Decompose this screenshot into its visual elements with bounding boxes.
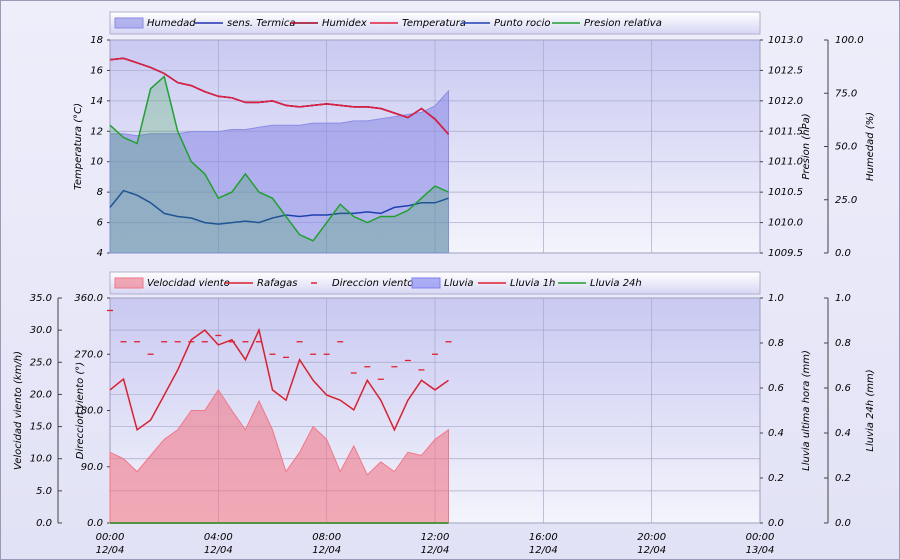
y-tick-label: 50.0 xyxy=(835,142,857,153)
y-tick-label: 0.0 xyxy=(835,248,851,259)
legend-label: Temperatura xyxy=(402,18,466,29)
legend-label: Humedad xyxy=(147,18,196,29)
legend-label: Velocidad viento xyxy=(147,278,230,289)
y-tick-label: 10 xyxy=(90,157,103,168)
x-tick-label: 00:00 xyxy=(746,532,775,543)
axis-title: Presion (hPa) xyxy=(801,113,812,179)
y-tick-label: 30.0 xyxy=(30,325,52,336)
axis-title: Velocidad viento (km/h) xyxy=(13,351,24,470)
axis-title: Lluvia 24h (mm) xyxy=(865,369,876,451)
y-tick-label: 100.0 xyxy=(835,35,864,46)
x-tick-label: 16:00 xyxy=(529,532,558,543)
line xyxy=(109,57,450,135)
legend-label: Direccion viento xyxy=(332,278,413,289)
area xyxy=(109,388,449,524)
y-tick-label: 0.8 xyxy=(835,338,851,349)
y-tick-label: 1012.0 xyxy=(768,96,803,107)
x-tick-date: 12/04 xyxy=(312,545,341,556)
legend-swatch xyxy=(114,17,144,29)
axis-title: Lluvia ultima hora (mm) xyxy=(801,350,812,471)
x-tick-date: 12/04 xyxy=(637,545,666,556)
y-tick-label: 5.0 xyxy=(36,486,52,497)
legend-label: Lluvia xyxy=(444,278,474,289)
y-tick-label: 18 xyxy=(90,35,103,46)
legend-swatch xyxy=(411,277,441,289)
y-tick-label: 0.8 xyxy=(768,338,784,349)
y-tick-label: 0.2 xyxy=(768,473,784,484)
y-tick-label: 10.0 xyxy=(30,454,52,465)
area-fill xyxy=(110,76,449,253)
y-tick-label: 0.0 xyxy=(36,518,52,529)
legend-swatch xyxy=(114,277,144,289)
y-tick-label: 8 xyxy=(97,187,103,198)
y-tick-label: 0.0 xyxy=(768,518,784,529)
y-tick-label: 25.0 xyxy=(30,357,52,368)
y-tick-label: 1011.5 xyxy=(768,126,803,137)
axis-title: Direccion viento (°) xyxy=(75,362,86,459)
legend-label: Punto rocio xyxy=(494,18,551,29)
y-tick-label: 25.0 xyxy=(835,195,857,206)
axis-title: Humedad (%) xyxy=(865,112,876,181)
legend-label: Humidex xyxy=(322,18,367,29)
legend-label: Rafagas xyxy=(257,278,297,289)
y-tick-label: 0.0 xyxy=(835,518,851,529)
x-tick-label: 12:00 xyxy=(421,532,450,543)
y-tick-label: 1012.5 xyxy=(768,65,803,76)
y-tick-label: 0.6 xyxy=(835,383,851,394)
x-tick-label: 04:00 xyxy=(204,532,233,543)
y-tick-label: 1011.0 xyxy=(768,157,803,168)
y-tick-label: 1.0 xyxy=(768,293,784,304)
legend xyxy=(109,11,761,35)
x-tick-date: 12/04 xyxy=(96,545,125,556)
y-tick-label: 0.2 xyxy=(835,473,851,484)
x-tick-label: 00:00 xyxy=(96,532,125,543)
y-tick-label: 1009.5 xyxy=(768,248,803,259)
y-tick-label: 180.0 xyxy=(74,406,103,417)
y-tick-label: 20.0 xyxy=(30,389,52,400)
y-tick-label: 1010.5 xyxy=(768,187,803,198)
legend-label: Presion relativa xyxy=(584,18,662,29)
axis-title: Temperatura (°C) xyxy=(73,103,84,190)
y-tick-label: 14 xyxy=(90,96,103,107)
x-tick-date: 13/04 xyxy=(746,545,775,556)
y-tick-label: 0.4 xyxy=(835,428,851,439)
y-tick-label: 1.0 xyxy=(835,293,851,304)
y-tick-label: 15.0 xyxy=(30,422,52,433)
y-tick-label: 16 xyxy=(90,65,103,76)
y-tick-label: 4 xyxy=(97,248,103,259)
x-tick-date: 12/04 xyxy=(421,545,450,556)
y-tick-label: 270.0 xyxy=(74,349,103,360)
x-tick-date: 12/04 xyxy=(204,545,233,556)
x-tick-label: 08:00 xyxy=(312,532,341,543)
legend-label: Lluvia 24h xyxy=(590,278,642,289)
line xyxy=(109,327,449,432)
y-tick-label: 360.0 xyxy=(74,293,103,304)
line xyxy=(109,189,449,225)
x-tick-date: 12/04 xyxy=(529,545,558,556)
y-tick-label: 0.0 xyxy=(87,518,103,529)
y-tick-label: 0.4 xyxy=(768,428,784,439)
y-tick-label: 1010.0 xyxy=(768,218,803,229)
line xyxy=(109,75,449,242)
y-tick-label: 12 xyxy=(90,126,103,137)
legend-label: Lluvia 1h xyxy=(510,278,555,289)
y-tick-label: 6 xyxy=(97,218,103,229)
legend-label: sens. Termica xyxy=(227,18,296,29)
y-tick-label: 35.0 xyxy=(30,293,52,304)
x-tick-label: 20:00 xyxy=(637,532,666,543)
y-tick-label: 1013.0 xyxy=(768,35,803,46)
y-tick-label: 0.6 xyxy=(768,383,784,394)
y-tick-label: 90.0 xyxy=(81,462,103,473)
y-tick-label: 75.0 xyxy=(835,88,857,99)
